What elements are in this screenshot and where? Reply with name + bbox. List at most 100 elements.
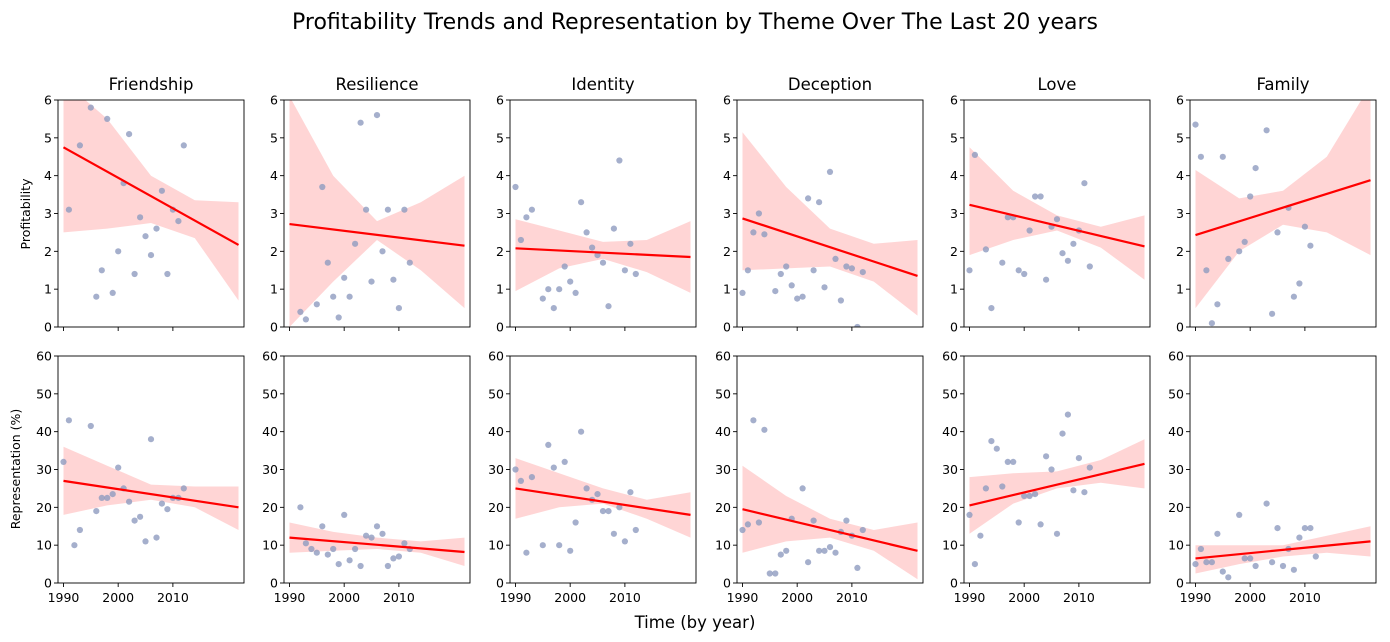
data-point (335, 561, 342, 568)
data-point (308, 545, 315, 553)
y-tick-label: 6 (950, 93, 958, 108)
data-point (147, 436, 155, 443)
data-point (993, 445, 1000, 452)
data-point (605, 508, 612, 515)
y-tick-label: 4 (723, 168, 731, 183)
data-point (379, 530, 386, 537)
data-point (379, 248, 386, 255)
x-tick-label: 2010 (383, 590, 415, 605)
data-point (346, 557, 353, 564)
data-point (837, 297, 845, 304)
confidence-band (742, 132, 918, 316)
data-point (832, 549, 839, 556)
data-point (1015, 267, 1022, 274)
data-point (772, 570, 779, 577)
data-point (627, 240, 634, 247)
data-point (302, 316, 309, 323)
y-tick-label: 20 (36, 500, 52, 515)
data-point (616, 504, 623, 511)
data-point (810, 267, 817, 274)
data-point (1219, 568, 1226, 575)
data-point (352, 545, 359, 553)
y-tick-label: 3 (270, 206, 278, 221)
data-point (60, 458, 67, 465)
data-point (816, 547, 823, 554)
data-point (799, 293, 806, 300)
y-tick-label: 2 (270, 244, 278, 259)
data-point (1086, 263, 1093, 270)
panel-title-resilience: Resilience (335, 75, 418, 94)
y-tick-label: 40 (36, 424, 52, 439)
x-tick-label: 2000 (328, 590, 360, 605)
data-point (1064, 257, 1071, 264)
data-point (1197, 153, 1204, 160)
y-tick-label: 30 (715, 462, 731, 477)
data-point (319, 183, 326, 191)
data-point (395, 305, 402, 312)
data-point (1225, 255, 1232, 262)
data-point (1269, 559, 1276, 566)
data-point (744, 267, 752, 274)
data-point (137, 214, 144, 221)
data-point (76, 526, 83, 534)
chart-title: Profitability Trends and Representation … (292, 10, 1098, 35)
data-point (777, 270, 784, 278)
data-point (761, 231, 768, 238)
data-point (368, 278, 375, 285)
data-point (999, 483, 1006, 490)
y-tick-label: 20 (1168, 500, 1184, 515)
data-point (621, 267, 629, 274)
y-tick-label: 0 (270, 576, 278, 591)
regression-line (742, 508, 918, 552)
data-point (854, 564, 861, 572)
data-point (971, 151, 979, 158)
data-point (1274, 525, 1281, 532)
data-point (783, 263, 790, 270)
y-tick-label: 10 (942, 538, 958, 553)
data-point (87, 422, 94, 430)
y-tick-label: 60 (715, 349, 731, 364)
y-tick-label: 1 (44, 282, 52, 297)
data-point (1274, 229, 1281, 236)
data-point (1081, 180, 1088, 187)
y-tick-label: 4 (270, 168, 278, 183)
y-tick-label: 60 (262, 349, 278, 364)
data-point (545, 286, 552, 293)
confidence-band (289, 100, 465, 327)
regression-line (1195, 540, 1371, 560)
data-point (313, 301, 320, 308)
y-tick-label: 40 (715, 424, 731, 439)
data-point (988, 305, 995, 312)
data-point (395, 553, 402, 560)
confidence-band (742, 465, 918, 580)
data-point (1236, 248, 1243, 255)
data-point (104, 115, 111, 122)
data-point (335, 314, 342, 321)
data-point (1043, 276, 1050, 283)
data-point (1301, 525, 1308, 532)
data-point (1203, 267, 1210, 274)
data-point (744, 521, 752, 528)
data-point (126, 498, 133, 505)
data-point (512, 466, 519, 473)
data-point (632, 270, 639, 278)
data-point (528, 206, 536, 213)
data-point (512, 183, 519, 191)
regression-line (969, 462, 1145, 507)
data-point (390, 555, 397, 562)
y-tick-label: 0 (950, 576, 958, 591)
data-point (1004, 458, 1011, 465)
data-point (1247, 193, 1254, 200)
data-point (971, 561, 979, 568)
data-point (137, 513, 144, 520)
data-point (71, 542, 78, 549)
y-tick-label: 50 (1168, 386, 1184, 401)
data-point (1004, 214, 1011, 221)
y-tick-label: 30 (262, 462, 278, 477)
data-point (341, 274, 348, 281)
x-tick-label: 1990 (727, 590, 759, 605)
data-point (750, 417, 757, 424)
y-tick-label: 6 (44, 93, 52, 108)
x-tick-label: 1990 (274, 590, 306, 605)
